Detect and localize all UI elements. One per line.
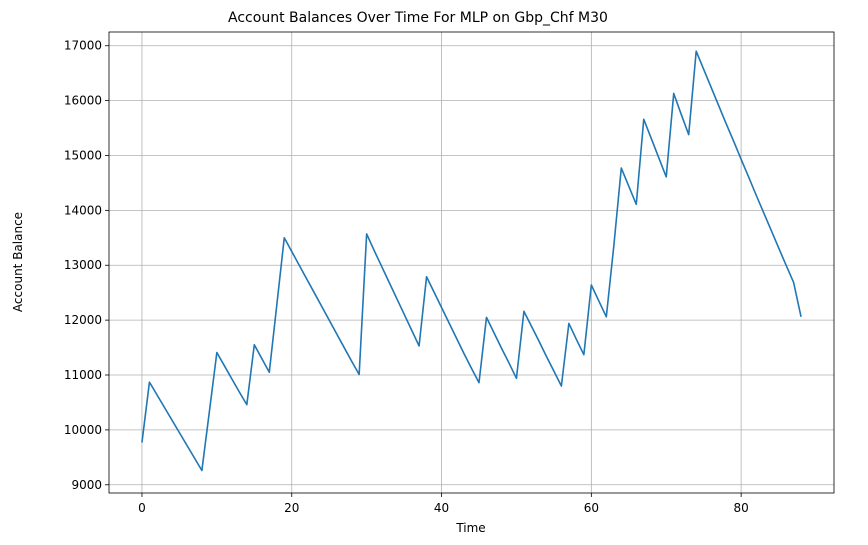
- chart-title: Account Balances Over Time For MLP on Gb…: [228, 10, 608, 26]
- y-axis-label: Account Balance: [11, 212, 25, 312]
- x-tick-label: 40: [434, 501, 449, 515]
- y-tick-label: 14000: [64, 203, 102, 217]
- y-tick-label: 9000: [71, 478, 102, 492]
- y-axis: 9000 10000 11000 12000 13000 14000 15000 16000 1…: [64, 39, 109, 492]
- x-axis-label: Time: [455, 521, 485, 535]
- y-tick-label: 15000: [64, 148, 102, 162]
- x-tick-label: 80: [733, 501, 748, 515]
- y-tick-label: 13000: [64, 258, 102, 272]
- y-tick-label: 11000: [64, 368, 102, 382]
- x-axis: 0 20 40 60 80: [138, 493, 749, 515]
- y-tick-label: 10000: [64, 423, 102, 437]
- x-tick-label: 0: [138, 501, 146, 515]
- x-tick-label: 20: [284, 501, 299, 515]
- plot-frame: [108, 31, 835, 494]
- y-tick-label: 17000: [64, 39, 102, 53]
- series-line: [141, 50, 802, 472]
- x-tick-label: 60: [584, 501, 599, 515]
- y-tick-label: 16000: [64, 94, 102, 108]
- series-group: [141, 50, 802, 472]
- grid: [109, 32, 834, 493]
- y-tick-label: 12000: [64, 313, 102, 327]
